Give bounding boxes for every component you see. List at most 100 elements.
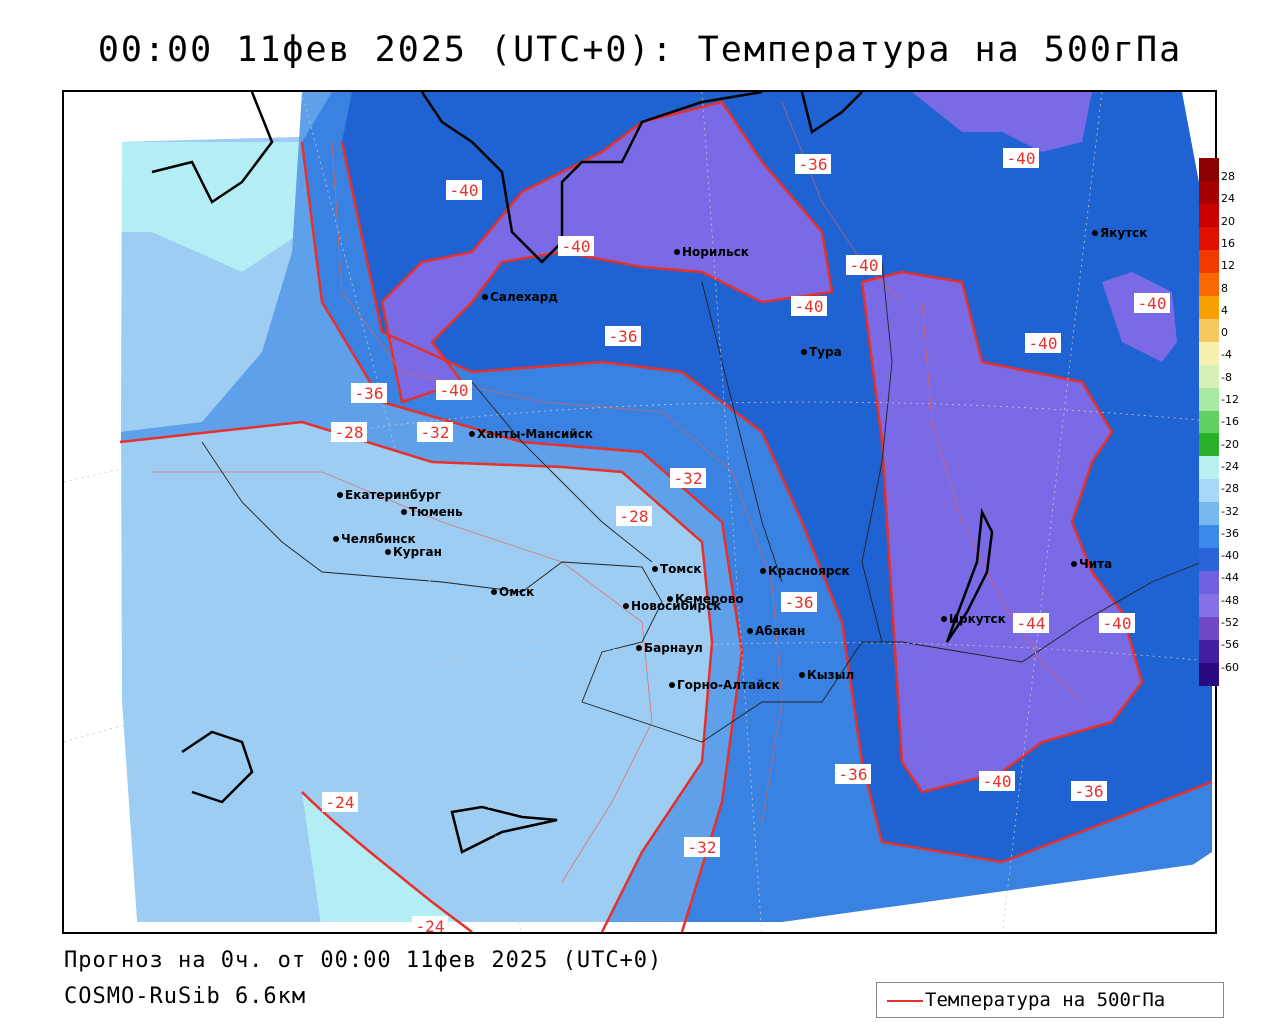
colorbar-segment <box>1199 640 1219 664</box>
contour-line <box>340 141 1213 864</box>
contour-line <box>301 791 473 932</box>
city-marker[interactable] <box>1092 230 1098 236</box>
contour-label: -40 <box>983 772 1012 791</box>
city-marker[interactable] <box>482 294 488 300</box>
city-marker[interactable] <box>799 672 805 678</box>
contour-label-background <box>412 916 448 932</box>
border <box>471 381 653 563</box>
contour-label: -40 <box>1007 149 1036 168</box>
meridian-line <box>301 92 522 932</box>
zone-minus40-northeast <box>912 92 1092 152</box>
colorbar-segment <box>1199 158 1219 182</box>
coastline <box>151 92 274 204</box>
city-label: Норильск <box>682 245 749 259</box>
city-marker[interactable] <box>491 589 497 595</box>
colorbar-tick-label: -20 <box>1221 437 1239 451</box>
city-label: Ханты-Мансийск <box>477 427 593 441</box>
city-marker[interactable] <box>1071 561 1077 567</box>
contour-label: -40 <box>1138 294 1167 313</box>
contour-label: -36 <box>609 327 638 346</box>
city-label: Новосибирск <box>631 599 721 613</box>
contour-label-background <box>781 592 817 612</box>
city-marker[interactable] <box>385 549 391 555</box>
colorbar-segment <box>1199 571 1219 595</box>
colorbar-segment <box>1199 663 1219 687</box>
contour-label-background <box>795 154 831 174</box>
contour-label: -24 <box>416 917 445 934</box>
contour-label: -32 <box>674 469 703 488</box>
graticule <box>64 92 1215 932</box>
colorbar-tick-label: -36 <box>1221 526 1239 540</box>
border <box>201 441 323 573</box>
contour-label-background <box>670 468 706 488</box>
city-marker[interactable] <box>469 431 475 437</box>
thin-contour <box>152 471 653 883</box>
contour-label: -40 <box>850 256 879 275</box>
contour-label: -32 <box>688 838 717 857</box>
contour-label-background <box>558 236 594 256</box>
contour-label: -40 <box>440 381 469 400</box>
colorbar-tick-label: -32 <box>1221 504 1239 518</box>
colorbar-segment <box>1199 249 1219 274</box>
contour-label-background <box>1134 293 1170 313</box>
lake-baikal <box>945 507 994 643</box>
zone-minus24-south <box>302 792 472 932</box>
legend-box: Температура на 500гПа <box>876 982 1224 1018</box>
contour-label: -32 <box>421 423 450 442</box>
colorbar-tick-label: 28 <box>1221 170 1235 183</box>
city-marker[interactable] <box>760 568 766 574</box>
model-caption: COSMO-RuSib 6.6км <box>64 984 307 1009</box>
city-label: Салехард <box>490 290 558 304</box>
contour-label: -36 <box>785 593 814 612</box>
legend-label: Температура на 500гПа <box>925 989 1166 1011</box>
contour-line <box>300 141 744 932</box>
city-marker[interactable] <box>401 509 407 515</box>
city-marker[interactable] <box>636 645 642 651</box>
city-label: Кемерово <box>675 592 744 606</box>
colorbar-segment <box>1199 433 1219 457</box>
colorbar-segment <box>1199 502 1219 526</box>
map-canvas: Норильск Якутск Салехард Тура Ханты-Мансийск… <box>64 92 1215 934</box>
colorbar-segment <box>1199 525 1219 549</box>
city-marker[interactable] <box>667 596 673 602</box>
admin-borders <box>201 261 1203 743</box>
city-label: Тура <box>809 345 842 359</box>
border <box>701 281 783 583</box>
contour-label-background <box>322 792 358 812</box>
contour-label-background <box>351 383 387 403</box>
city-label: Чита <box>1079 557 1112 571</box>
city-marker[interactable] <box>623 603 629 609</box>
coastline <box>800 92 863 135</box>
city-layer: Норильск Якутск Салехард Тура Ханты-Мансийск… <box>333 226 1147 692</box>
colorbar-tick-label: -12 <box>1221 393 1239 406</box>
contour-label: -40 <box>1103 614 1132 633</box>
colorbar-segment <box>1199 364 1219 389</box>
thin-contour <box>331 141 783 823</box>
city-marker[interactable] <box>337 492 343 498</box>
city-label: Тюмень <box>409 505 463 519</box>
meridian-line <box>1002 92 1103 932</box>
city-label: Томск <box>660 562 702 576</box>
city-marker[interactable] <box>652 566 658 572</box>
city-marker[interactable] <box>941 616 947 622</box>
contour-label: -28 <box>335 423 364 442</box>
city-marker[interactable] <box>669 682 675 688</box>
colorbar-tick-label: -8 <box>1221 370 1232 384</box>
contour-label: -40 <box>1029 334 1058 353</box>
contour-line <box>860 270 1144 794</box>
colorbar-tick-label: -24 <box>1221 459 1239 473</box>
contour-label-background <box>791 296 827 316</box>
colorbar-tick-label: -56 <box>1221 638 1239 652</box>
city-marker[interactable] <box>333 536 339 542</box>
contour-label: -28 <box>620 507 649 526</box>
colorbar-segment <box>1199 479 1219 503</box>
contour-label-background <box>605 326 641 346</box>
city-marker[interactable] <box>747 628 753 634</box>
city-marker[interactable] <box>674 249 680 255</box>
legend-line-swatch <box>887 1000 923 1002</box>
city-label: Кызыл <box>807 668 854 682</box>
colorbar-tick-label: -28 <box>1221 482 1239 496</box>
outside-domain-left <box>64 92 122 702</box>
city-marker[interactable] <box>801 349 807 355</box>
temperature-map[interactable]: Норильск Якутск Салехард Тура Ханты-Мансийск… <box>62 90 1217 934</box>
